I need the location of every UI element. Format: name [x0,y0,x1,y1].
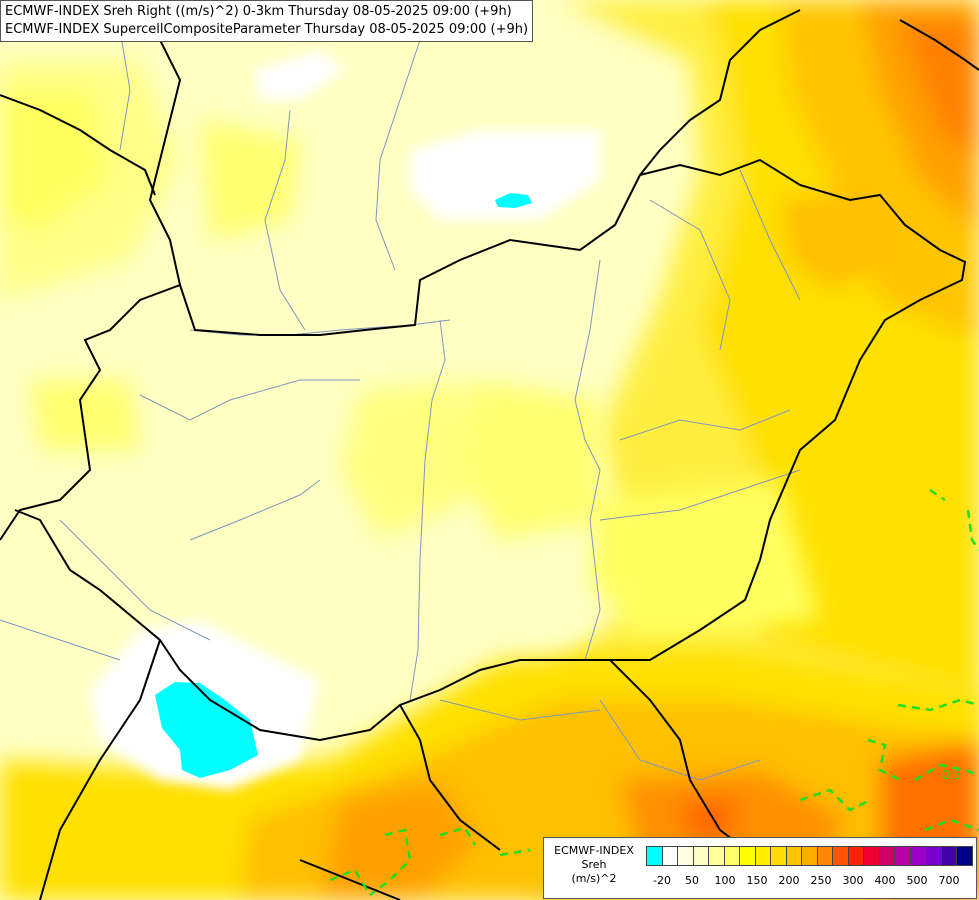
legend-swatch [878,846,895,866]
legend-swatch [956,846,973,866]
border-hungary [14,158,967,742]
legend-swatch [754,846,771,866]
field-west-blobs [0,60,820,640]
legend-tick-label: 250 [810,874,832,887]
legend-tick-label: -20 [653,874,671,887]
legend-swatch [661,846,678,866]
legend-swatch [894,846,911,866]
legend-swatch [770,846,787,866]
scp-contours [329,488,979,896]
legend-tick-label: 100 [714,874,736,887]
legend-swatch [909,846,926,866]
legend-label: ECMWF-INDEX Sreh (m/s)^2 [544,844,644,886]
legend-swatch [863,846,880,866]
title-line-2: ECMWF-INDEX SupercellCompositeParameter … [5,22,529,37]
legend-swatch [692,846,709,866]
legend-swatch [816,846,833,866]
legend-swatch [847,846,864,866]
title-line-1: ECMWF-INDEX Sreh Right ((m/s)^2) 0-3km T… [5,4,512,19]
legend-swatch [677,846,694,866]
legend-line-2: Sreh [581,858,607,871]
scp-contour-label: 0.5 [942,768,961,782]
cyan-patch-south [155,682,258,778]
legend-swatch [723,846,740,866]
rivers [0,29,801,781]
legend-tick-label: 300 [842,874,864,887]
map-title: ECMWF-INDEX Sreh Right ((m/s)^2) 0-3km T… [0,0,534,42]
color-legend: ECMWF-INDEX Sreh (m/s)^2 -20 50 100 150 200 2… [543,837,977,899]
legend-tick-label: 50 [685,874,699,887]
legend-swatch [646,846,663,866]
legend-tick-label: 400 [874,874,896,887]
legend-swatch [739,846,756,866]
cyan-patch-north [495,193,532,208]
legend-swatch [785,846,802,866]
legend-swatch [708,846,725,866]
legend-swatch [801,846,818,866]
legend-tick-label: 500 [906,874,928,887]
legend-swatch [925,846,942,866]
legend-line-3: (m/s)^2 [571,872,617,885]
legend-swatch [832,846,849,866]
legend-tick-label: 700 [938,874,960,887]
legend-tick-label: 200 [778,874,800,887]
legend-swatch [940,846,957,866]
legend-tick-label: 150 [746,874,768,887]
legend-line-1: ECMWF-INDEX [554,844,634,857]
field-low-areas [90,50,600,790]
